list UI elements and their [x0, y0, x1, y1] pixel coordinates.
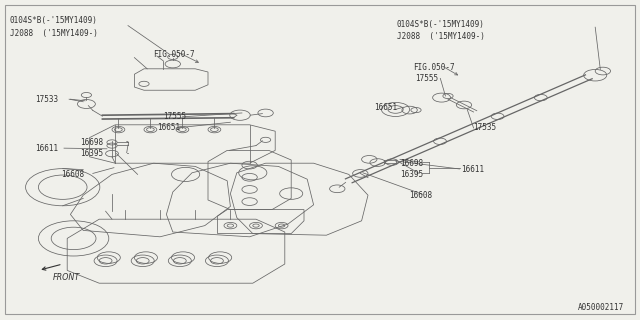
Text: 16698: 16698 — [400, 159, 423, 168]
Text: 16608: 16608 — [61, 170, 84, 179]
Text: 16395: 16395 — [80, 149, 103, 158]
Text: 16651: 16651 — [157, 124, 180, 132]
Text: 17555: 17555 — [415, 74, 438, 83]
Text: FIG.050-7: FIG.050-7 — [413, 63, 454, 72]
Text: 17533: 17533 — [35, 95, 58, 104]
Text: 0104S*B(-'15MY1409): 0104S*B(-'15MY1409) — [10, 16, 97, 25]
Text: 0104S*B(-'15MY1409): 0104S*B(-'15MY1409) — [397, 20, 484, 28]
Text: 16611: 16611 — [35, 144, 58, 153]
Text: 16395: 16395 — [400, 170, 423, 179]
Text: J2088  ('15MY1409-): J2088 ('15MY1409-) — [10, 29, 97, 38]
Text: 16651: 16651 — [374, 103, 397, 112]
Text: 17535: 17535 — [474, 124, 497, 132]
Text: FIG.050-7: FIG.050-7 — [154, 50, 195, 59]
Text: A050002117: A050002117 — [578, 303, 624, 312]
Text: 17555: 17555 — [163, 112, 186, 121]
Text: 16608: 16608 — [410, 191, 433, 200]
Text: 16698: 16698 — [80, 138, 103, 147]
Text: FRONT: FRONT — [52, 273, 80, 282]
Text: 16611: 16611 — [461, 165, 484, 174]
Text: J2088  ('15MY1409-): J2088 ('15MY1409-) — [397, 32, 484, 41]
